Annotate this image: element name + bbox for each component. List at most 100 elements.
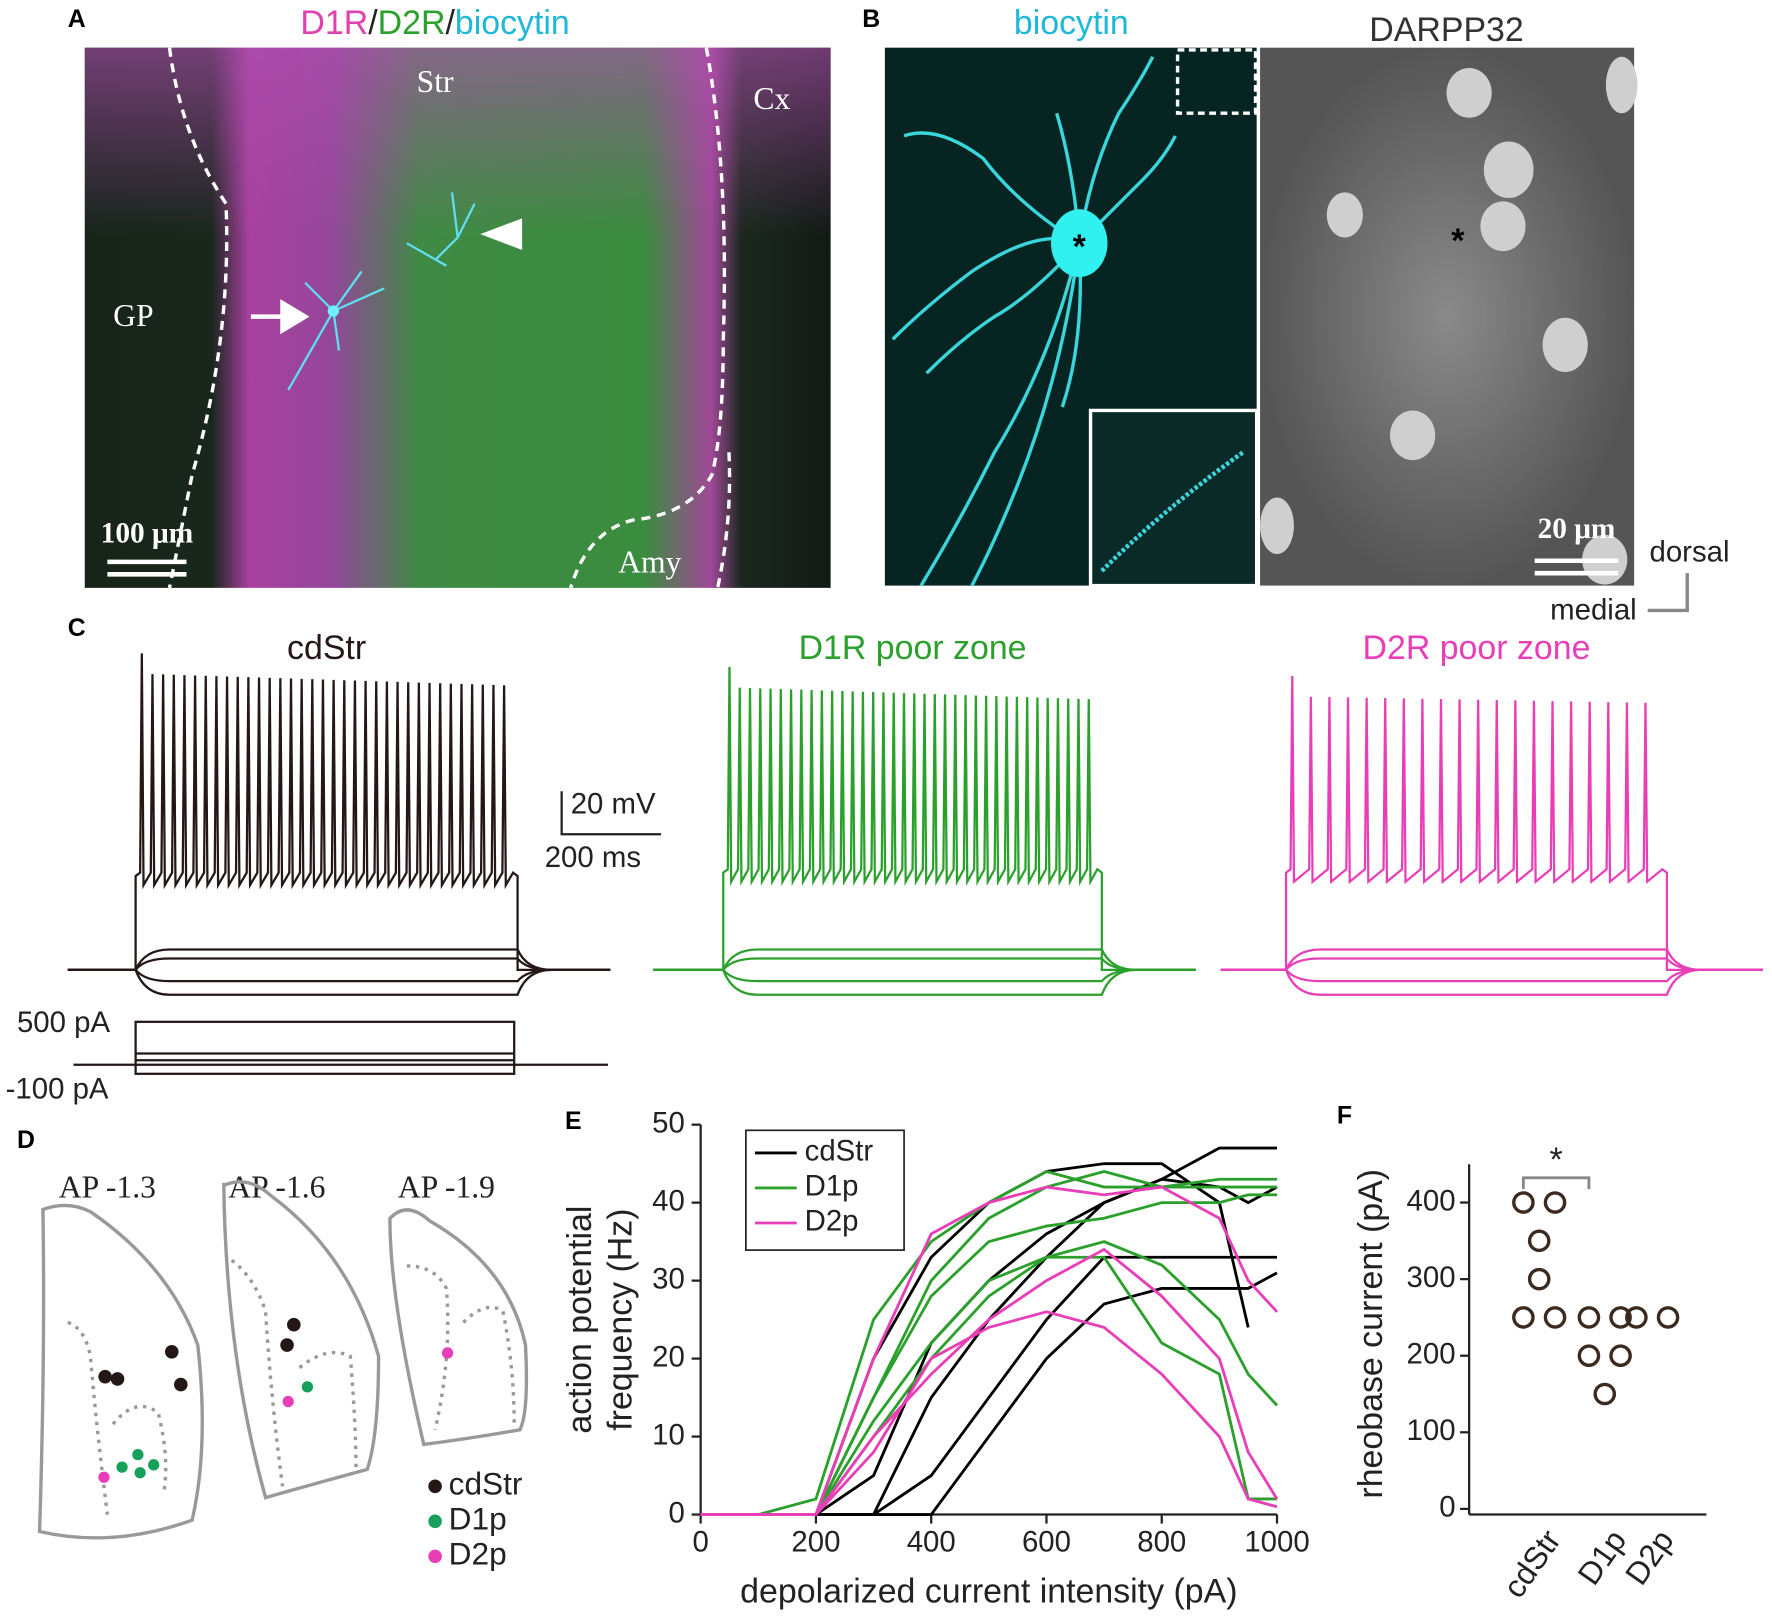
orientation-axes [1647, 573, 1689, 613]
title-part: D1R [300, 4, 368, 42]
y-axis-label: frequency (Hz) [602, 1208, 640, 1430]
region-label: Cx [753, 81, 790, 116]
data-point [1656, 1306, 1680, 1329]
legend-label: cdStr [805, 1135, 874, 1168]
y-tick-label: 40 [652, 1184, 685, 1217]
region-label: GP [113, 298, 153, 333]
current-label: 500 pA [17, 1006, 111, 1039]
y-tick-label: 30 [652, 1262, 685, 1295]
legend-marker [428, 1549, 442, 1564]
traces: cdStr D1R poor zone D2R poor zone [67, 629, 1763, 996]
cell-dot [280, 1338, 294, 1352]
legend-label: cdStr [449, 1466, 523, 1502]
cell-dots [98, 1317, 454, 1483]
trace [67, 653, 611, 971]
y-axis-label: rheobase current (pA) [1352, 1169, 1390, 1499]
section-label: AP -1.3 [59, 1169, 156, 1204]
orientation-label: medial [1550, 593, 1637, 626]
x-tick-label: 400 [907, 1526, 956, 1559]
cell-dot [441, 1347, 454, 1359]
y-tick-label: 400 [1407, 1184, 1456, 1217]
x-axis-label: depolarized current intensity (pA) [740, 1573, 1237, 1611]
trace [1220, 968, 1763, 996]
section-label: AP -1.9 [398, 1169, 495, 1204]
panel-title: D1R/D2R/biocytin [300, 4, 569, 42]
region-label: Amy [618, 545, 681, 580]
legend-label: D2p [449, 1536, 507, 1572]
marker: * [1073, 228, 1087, 266]
soma [327, 305, 340, 317]
micrograph-overlay [84, 47, 831, 588]
panel-label: C [68, 614, 86, 642]
cell-dot [287, 1317, 301, 1332]
current-label: -100 pA [6, 1073, 109, 1106]
data-point [1527, 1229, 1551, 1253]
marker: * [1451, 222, 1465, 260]
line-chart: 0 10 20 30 40 50 0 200 400 600 800 1000depolarized … [561, 1106, 1310, 1610]
legend-box [745, 1129, 905, 1251]
cell-dot [98, 1471, 110, 1483]
legend-marker [428, 1514, 442, 1529]
scale-bar-label: 20 mV [571, 788, 656, 821]
trace-title: D2R poor zone [1363, 629, 1591, 667]
cell-dot [282, 1395, 294, 1408]
legend-marker [428, 1479, 442, 1494]
panel-title: biocytin [1014, 4, 1129, 42]
cell-dot [301, 1381, 314, 1393]
x-tick-label: 600 [1022, 1526, 1071, 1559]
x-tick-label: cdStr [1496, 1523, 1568, 1604]
cell-dot [174, 1377, 188, 1392]
cell-dot [148, 1459, 160, 1471]
section-outlines [37, 1180, 529, 1540]
cell-dot [116, 1461, 128, 1473]
trace [1220, 676, 1763, 971]
x-tick-label: D2p [1618, 1523, 1681, 1591]
series-line [700, 1169, 1278, 1516]
data-point [1543, 1191, 1567, 1214]
significance-bracket [1521, 1176, 1591, 1190]
data-point [1512, 1191, 1535, 1214]
boundary [715, 452, 732, 589]
title-part: / [445, 4, 455, 42]
cell-dot [134, 1467, 146, 1479]
soma [1050, 209, 1108, 278]
neuron [287, 192, 476, 391]
scale-bar-label: 20 μm [1538, 513, 1616, 545]
legend-label: D2p [805, 1205, 859, 1238]
trace-title: D1R poor zone [799, 629, 1027, 667]
series-line [700, 1310, 1278, 1516]
data-point [1527, 1267, 1551, 1291]
orientation-label: dorsal [1649, 536, 1729, 569]
x-tick-label: 0 [692, 1526, 708, 1559]
data-point [1593, 1382, 1617, 1406]
y-tick-label: 20 [652, 1340, 685, 1373]
cell-dot [98, 1369, 112, 1384]
annotation: * [1550, 1141, 1563, 1179]
series-line [700, 1240, 1279, 1516]
series-line [700, 1271, 1278, 1516]
x-tick-label: 800 [1137, 1526, 1186, 1559]
panel-label: A [68, 5, 86, 33]
boundary [569, 47, 727, 589]
y-tick-label: 10 [652, 1418, 685, 1451]
current-steps [73, 1020, 608, 1075]
boundary [167, 47, 229, 589]
panel-label: E [565, 1107, 582, 1135]
cell-dot [132, 1449, 144, 1461]
scale-bar [107, 559, 187, 577]
trace-title: cdStr [287, 629, 366, 667]
y-tick-label: 200 [1407, 1337, 1456, 1370]
y-axis-label: action potential [561, 1206, 599, 1434]
title-part: D2R [378, 4, 446, 42]
trace [67, 957, 611, 971]
cell-dot [164, 1345, 179, 1359]
zone-boundaries [67, 1258, 516, 1515]
arrowhead [480, 218, 523, 250]
y-tick-label: 0 [668, 1496, 684, 1529]
y-tick-label: 50 [652, 1106, 685, 1139]
panel-title: DARPP32 [1369, 11, 1523, 49]
panel-label: B [862, 5, 880, 33]
